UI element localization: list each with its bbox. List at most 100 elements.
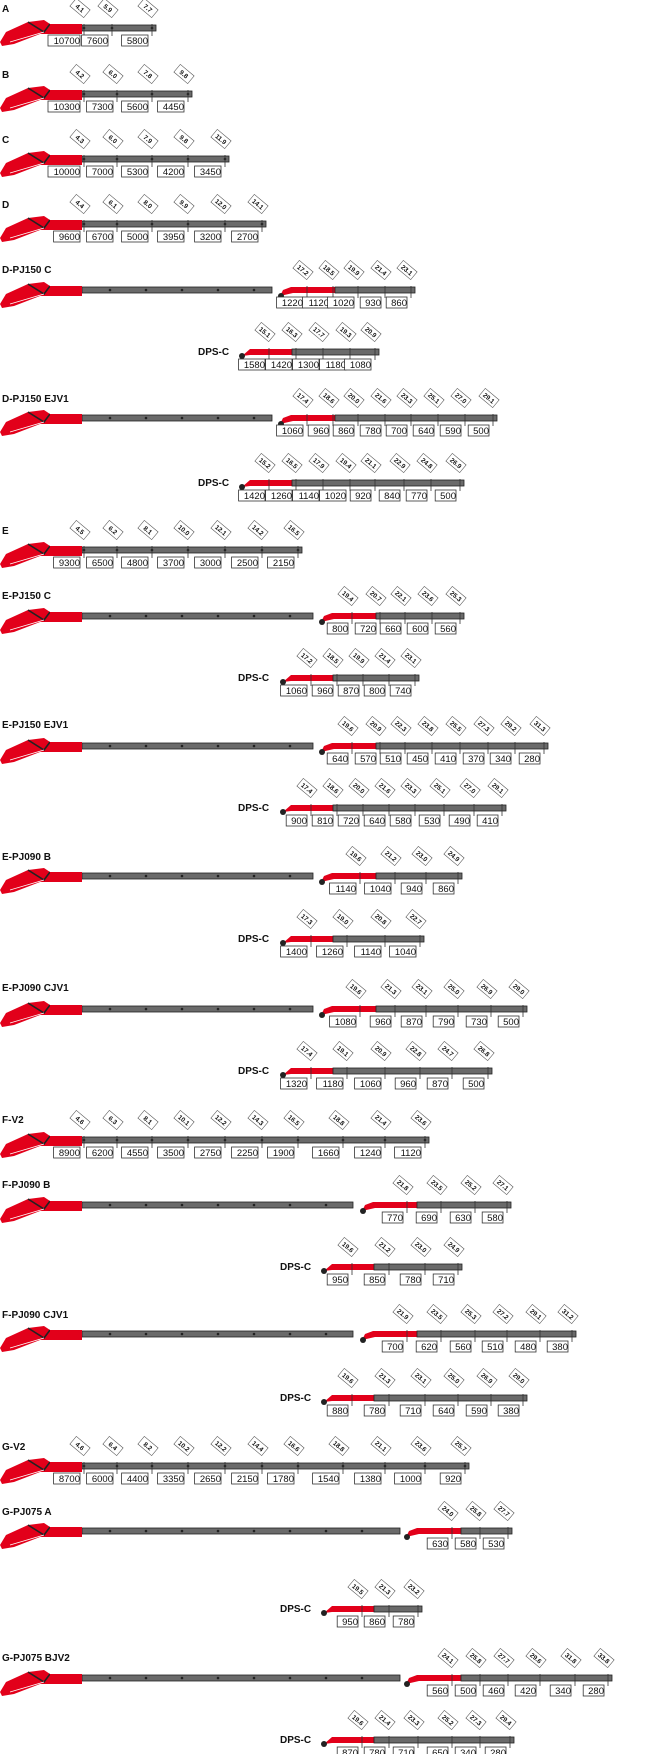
jib-hinge bbox=[319, 749, 325, 755]
reach-label: 10.0 bbox=[173, 519, 195, 541]
load-value: 1900 bbox=[273, 1148, 294, 1159]
load-value: 410 bbox=[440, 754, 456, 765]
diagram-title: E-PJ150 C bbox=[2, 591, 51, 602]
dps-red-section bbox=[283, 805, 333, 812]
dps-label: DPS-C bbox=[280, 1262, 311, 1273]
dps-extension bbox=[291, 479, 465, 487]
reach-label-box bbox=[210, 1435, 232, 1457]
reach-label: 23.3 bbox=[396, 387, 418, 409]
load-value-box bbox=[231, 556, 259, 569]
load-value-box bbox=[489, 752, 512, 765]
dps-extension bbox=[373, 1736, 515, 1744]
dps-label: DPS-C bbox=[238, 673, 269, 684]
load-value-box bbox=[364, 882, 392, 895]
load-value-box bbox=[497, 1404, 520, 1417]
load-value-box bbox=[157, 1146, 185, 1159]
reach-label: 4.2 bbox=[69, 63, 91, 85]
reach-value: 6.0 bbox=[107, 134, 119, 145]
reach-label-box bbox=[410, 1367, 432, 1389]
load-value-box bbox=[363, 1404, 386, 1417]
boom-joint bbox=[324, 1529, 328, 1533]
reach-label-box bbox=[247, 519, 269, 541]
reach-label-box bbox=[500, 715, 522, 737]
load-value-box bbox=[265, 358, 293, 371]
reach-label: 21.2 bbox=[374, 1236, 396, 1258]
crane-arm-highlight bbox=[9, 553, 45, 565]
crane-arm-highlight bbox=[9, 619, 45, 631]
boom-joint bbox=[288, 614, 292, 618]
reach-label-box bbox=[137, 63, 159, 85]
load-value: 560 bbox=[455, 1342, 471, 1353]
load-value: 3000 bbox=[200, 558, 221, 569]
boom-joint bbox=[108, 744, 112, 748]
reach-label: 21.1 bbox=[360, 452, 382, 474]
reach-label-box bbox=[390, 585, 412, 607]
reach-label-box bbox=[495, 1709, 517, 1731]
load-value-box bbox=[47, 165, 81, 178]
reach-label: 16.5 bbox=[283, 1109, 305, 1131]
boom-joint bbox=[180, 874, 184, 878]
reach-label: 27.3 bbox=[465, 1709, 487, 1731]
load-value-box bbox=[497, 1015, 520, 1028]
load-value-box bbox=[363, 684, 386, 697]
reach-label: 12.1 bbox=[210, 519, 232, 541]
load-value-box bbox=[449, 1211, 472, 1224]
load-value-box bbox=[434, 752, 457, 765]
dps-label: DPS-C bbox=[198, 478, 229, 489]
load-value: 1300 bbox=[298, 360, 319, 371]
load-value-box bbox=[81, 34, 109, 47]
reach-value: 6.4 bbox=[107, 1441, 119, 1452]
load-value-box bbox=[53, 1146, 81, 1159]
load-value-box bbox=[514, 1340, 537, 1353]
load-value-box bbox=[546, 1340, 569, 1353]
load-value-box bbox=[439, 1472, 462, 1485]
dps-extension bbox=[332, 674, 420, 682]
reach-label: 27.7 bbox=[493, 1647, 515, 1669]
reach-label: 25.7 bbox=[450, 1435, 472, 1457]
load-value: 1400 bbox=[286, 947, 307, 958]
boom-joint bbox=[324, 1676, 328, 1680]
load-value: 530 bbox=[488, 1539, 504, 1550]
reach-label: 29.1 bbox=[478, 387, 500, 409]
reach-label-box bbox=[400, 777, 422, 799]
load-value: 850 bbox=[369, 1275, 385, 1286]
load-value: 3700 bbox=[163, 558, 184, 569]
load-value: 860 bbox=[391, 298, 407, 309]
load-value: 780 bbox=[369, 1748, 385, 1754]
diagram-f-v2: F-V2 4.6 8900 6.3 6200 8.1 4550 10.1 3500 12.2 275… bbox=[0, 1109, 432, 1159]
reach-label: 19.6 bbox=[345, 978, 367, 1000]
crane-arm-highlight bbox=[9, 1143, 45, 1155]
load-value-box bbox=[363, 814, 386, 827]
reach-label-box bbox=[360, 452, 382, 474]
main-boom-extension bbox=[81, 872, 314, 880]
reach-label: 21.4 bbox=[374, 1709, 396, 1731]
jib-extension bbox=[460, 1674, 613, 1682]
boom-joint bbox=[216, 874, 220, 878]
load-value-box bbox=[329, 882, 357, 895]
load-value-box bbox=[412, 424, 435, 437]
boom-joint bbox=[216, 744, 220, 748]
reach-label: 4.6 bbox=[69, 1109, 91, 1131]
load-value-box bbox=[369, 1015, 392, 1028]
reach-label: 31.8 bbox=[560, 1647, 582, 1669]
main-boom-red-section bbox=[50, 286, 82, 294]
reach-label: 19.1 bbox=[332, 1040, 354, 1062]
load-value-box bbox=[465, 1015, 488, 1028]
reach-value: 4.2 bbox=[74, 69, 86, 80]
diagram-f-pj090-cjv1: F-PJ090 CJV1 21.9 700 23.5 620 25.3 560 27.2 510… bbox=[0, 1303, 579, 1353]
dps-label: DPS-C bbox=[198, 347, 229, 358]
load-value-box bbox=[121, 1472, 149, 1485]
load-value-box bbox=[467, 424, 490, 437]
load-value-box bbox=[86, 100, 114, 113]
jib-extension bbox=[375, 872, 463, 880]
dps-label: DPS-C bbox=[280, 1604, 311, 1615]
diagram-f-pj090-cjv1-dps-c: DPS-C 19.6 880 21.3 780 23.1 710 25.0 640 26.9 590… bbox=[280, 1367, 530, 1417]
reach-label-box bbox=[411, 978, 433, 1000]
jib-extension bbox=[334, 286, 416, 294]
load-value-box bbox=[121, 230, 149, 243]
reach-label: 17.4 bbox=[292, 387, 314, 409]
load-value: 380 bbox=[503, 1406, 519, 1417]
load-value-box bbox=[121, 165, 149, 178]
load-value-box bbox=[378, 489, 401, 502]
dps-extension bbox=[373, 1605, 423, 1613]
